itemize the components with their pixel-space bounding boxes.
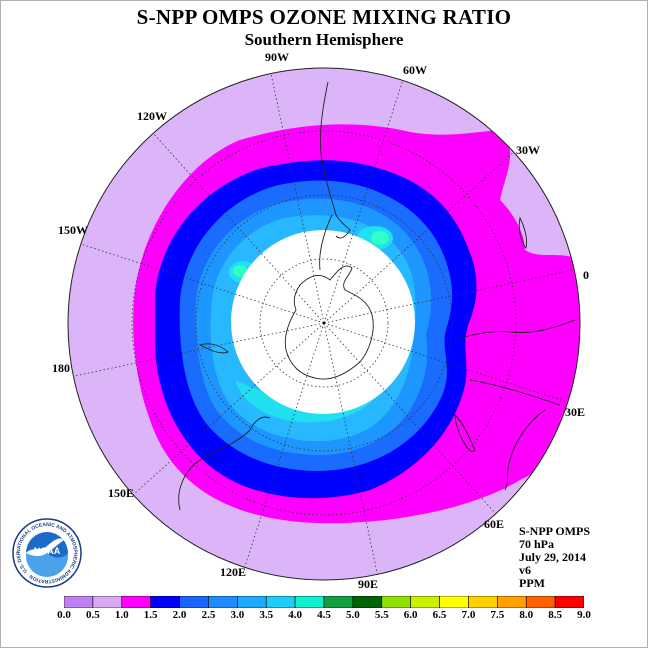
colorbar-tick-label: 1.0 [114, 609, 129, 621]
new-zealand [198, 343, 229, 354]
south-america-coast [319, 81, 351, 239]
lon-label-30e: 30E [565, 405, 586, 419]
colorbar-swatch [64, 596, 94, 608]
colorbar-tick-label: 1.5 [143, 609, 158, 621]
colorbar-swatch [92, 596, 123, 608]
colorbar-tick-label: 7.5 [490, 609, 505, 621]
meridian-line [323, 268, 579, 324]
south-atlantic-island [518, 216, 528, 250]
lon-label-60w: 60W [403, 63, 427, 77]
colorbar-tick-label: 4.5 [317, 609, 331, 621]
colorbar-swatch [265, 596, 296, 608]
lon-label-0: 0 [583, 268, 589, 282]
africa-coast [504, 409, 546, 491]
lon-label-90w: 90W [265, 50, 289, 64]
info-instrument: S-NPP OMPS [519, 524, 590, 538]
antarctic-peninsula [319, 214, 333, 271]
contour-4-0-a [371, 231, 389, 245]
colorbar-swatch [554, 596, 584, 608]
meridian-line [130, 322, 325, 498]
coastlines [178, 81, 576, 511]
map-boundary [67, 67, 581, 581]
colorbar-tick-label: 3.5 [259, 609, 274, 621]
info-version: v6 [519, 563, 531, 577]
colorbar-tick-label: 8.0 [519, 609, 534, 621]
meridian-line [323, 75, 405, 324]
contour-4-0-b [233, 265, 247, 277]
colorbar-tick-label: 0.5 [86, 609, 100, 621]
info-pressure: 70 hPa [519, 537, 555, 551]
colorbar-swatch [208, 596, 238, 608]
lon-label-120w: 120W [137, 109, 167, 123]
lon-label-180: 180 [52, 361, 70, 375]
indian-ocean-coast [469, 379, 561, 406]
noaa-logo: NATIONAL OCEANIC AND ATMOSPHERIC ADMINIS… [12, 518, 82, 588]
colorbar-swatch [439, 596, 469, 608]
colorbar-swatch [525, 596, 556, 608]
colorbar-tick-label: 5.0 [346, 609, 360, 621]
colorbar-swatch [323, 596, 354, 608]
info-units: PPM [519, 576, 545, 590]
colorbar-swatch [237, 596, 267, 608]
meridian-line [76, 242, 325, 324]
colorbar-swatch [352, 596, 383, 608]
colorbar-tick-label: 3.0 [230, 609, 245, 621]
australia-coast [178, 416, 271, 511]
meridian-line [149, 129, 325, 324]
meridian-line [69, 322, 325, 378]
colorbar-swatch [410, 596, 440, 608]
latitude-circle [195, 194, 453, 452]
antarctica-coast [284, 265, 374, 380]
meridian-line [323, 322, 572, 404]
colorbar-tick-label: 4.0 [288, 609, 302, 621]
chart-subtitle: Southern Hemisphere [244, 30, 404, 49]
colorbar-tick-label: 8.5 [548, 609, 562, 621]
colorbar-swatch [381, 596, 411, 608]
meridian-line [323, 322, 499, 517]
info-date: July 29, 2014 [519, 550, 587, 564]
graticule [69, 68, 579, 578]
colorbar-tick-label: 6.5 [432, 609, 447, 621]
lon-label-60e: 60E [484, 517, 505, 531]
colorbar-swatch [150, 596, 180, 608]
colorbar-swatch [179, 596, 209, 608]
colorbar-tick-label: 7.0 [461, 609, 476, 621]
colorbar-tick-label: 6.0 [403, 609, 418, 621]
colorbar-swatch [468, 596, 498, 608]
meridian-line [323, 322, 379, 578]
colorbar-swatch [294, 596, 325, 608]
colorbar-swatch [497, 596, 527, 608]
latitude-circle [259, 258, 389, 388]
lon-label-150e: 150E [108, 486, 135, 500]
lon-label-120e: 120E [220, 565, 247, 579]
lon-label-90e: 90E [358, 577, 379, 591]
south-pole-marker [322, 321, 326, 325]
logo-text: NOAA [34, 546, 61, 556]
latitude-circle [131, 130, 517, 516]
meridian-line [269, 68, 325, 324]
meridian-line [243, 322, 325, 571]
colorbar-tick-label: 2.5 [201, 609, 216, 621]
colorbar-swatch [121, 596, 151, 608]
africa-west [454, 319, 576, 341]
colorbar [64, 596, 584, 608]
meridian-line [323, 148, 518, 324]
colorbar-tick-label: 0.0 [57, 609, 71, 621]
colorbar-tick-label: 5.5 [374, 609, 389, 621]
chart-title: S-NPP OMPS OZONE MIXING RATIO [136, 5, 512, 29]
colorbar-tick-label: 2.0 [172, 609, 187, 621]
lon-label-150w: 150W [58, 223, 88, 237]
lon-label-30w: 30W [516, 143, 540, 157]
madagascar [454, 413, 476, 452]
colorbar-tick-label: 9.0 [577, 609, 591, 621]
